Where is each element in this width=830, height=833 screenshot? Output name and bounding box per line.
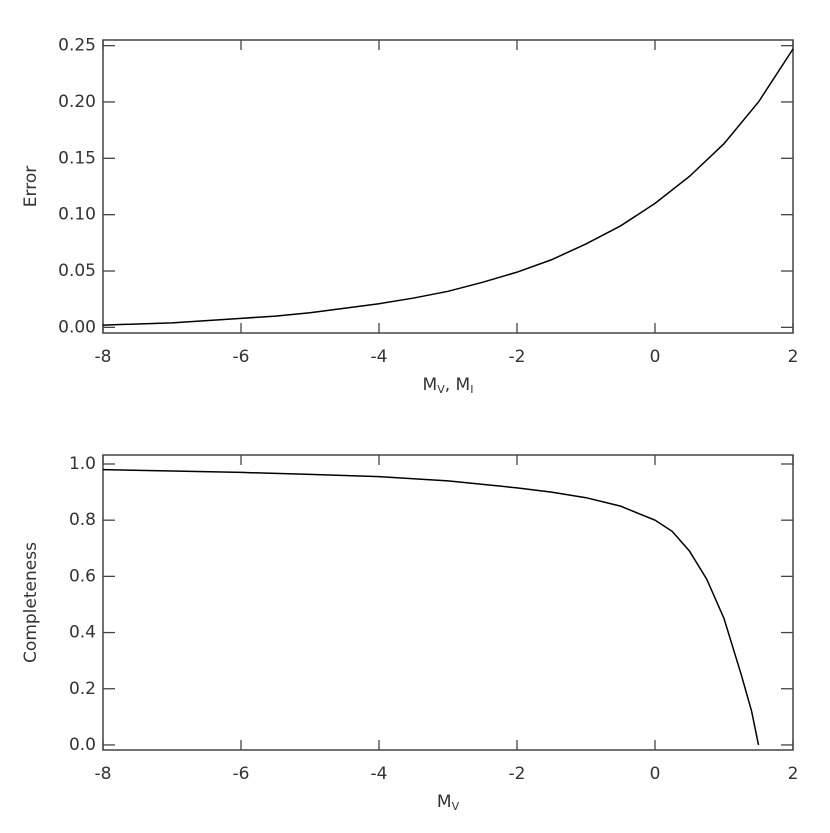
y-tick-label: 0.15 — [58, 148, 96, 168]
y-tick-label: 0.0 — [69, 735, 96, 755]
x-tick-label: -6 — [233, 347, 250, 367]
x-tick-label: 2 — [788, 347, 799, 367]
x-tick-label: 2 — [788, 764, 799, 784]
x-tick-label: -6 — [233, 764, 250, 784]
x-tick-label: -2 — [509, 764, 526, 784]
y-tick-label: 0.20 — [58, 92, 96, 112]
x-axis-label-text: , M — [445, 375, 470, 395]
y-tick-label: 0.6 — [69, 566, 96, 586]
y-tick-label: 0.4 — [69, 623, 96, 643]
plot-frame — [102, 454, 794, 751]
y-tick-label: 0.25 — [58, 36, 96, 56]
x-axis-label-sub: I — [470, 383, 473, 396]
x-tick-label: 0 — [650, 764, 661, 784]
x-axis-label-text: M — [437, 792, 452, 812]
x-tick-label: -8 — [95, 764, 112, 784]
x-axis-label: MV — [437, 792, 460, 813]
y-tick-label: 1.0 — [69, 454, 96, 474]
x-axis-label-sub: V — [437, 383, 445, 396]
x-tick-label: -4 — [371, 764, 388, 784]
x-axis-label-sub: V — [452, 800, 460, 813]
y-tick-label: 0.2 — [69, 679, 96, 699]
plot-frame — [102, 39, 794, 334]
x-tick-label: 0 — [650, 347, 661, 367]
y-axis-label: Error — [21, 166, 41, 207]
x-tick-label: -2 — [509, 347, 526, 367]
y-tick-label: 0.00 — [58, 317, 96, 337]
y-axis-label: Completeness — [21, 542, 41, 663]
y-tick-label: 0.05 — [58, 261, 96, 281]
x-tick-label: -4 — [371, 347, 388, 367]
x-axis-label: MV, MI — [423, 375, 474, 396]
y-tick-label: 0.10 — [58, 205, 96, 225]
data-line — [102, 468, 760, 746]
x-tick-label: -8 — [95, 347, 112, 367]
data-line — [102, 48, 794, 326]
y-tick-label: 0.8 — [69, 510, 96, 530]
x-axis-label-text: M — [423, 375, 438, 395]
